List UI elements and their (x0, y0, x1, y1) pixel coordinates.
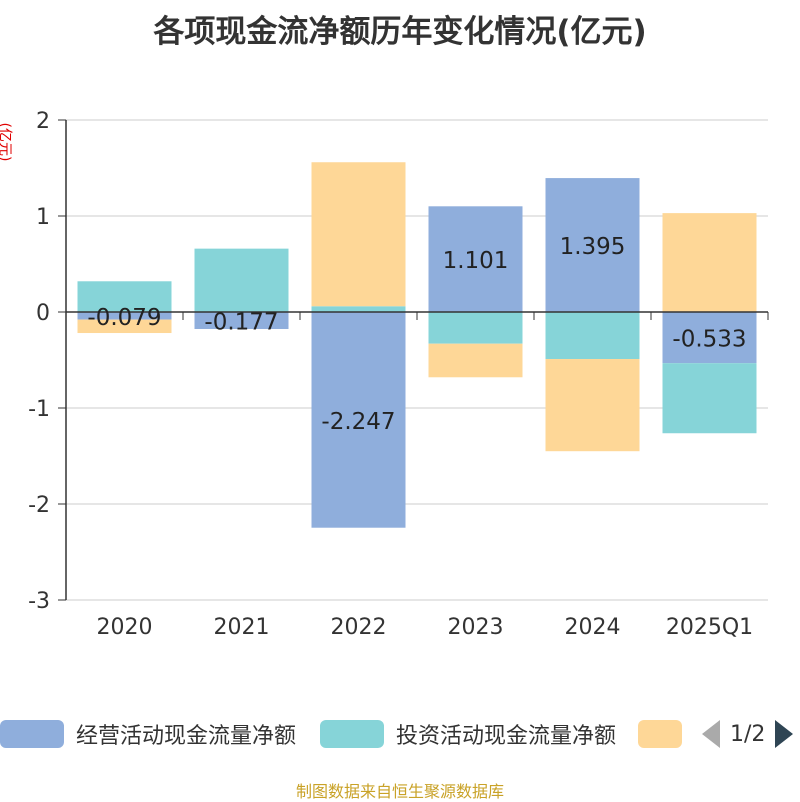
bar-operating-2020[interactable] (77, 312, 172, 320)
bar-operating-2025Q1[interactable] (662, 312, 757, 364)
legend-swatch-operating (0, 720, 64, 748)
legend-item-investing[interactable]: 投资活动现金流量净额 (320, 716, 616, 752)
y-tick-label: 2 (36, 109, 50, 134)
bar-financing-2020[interactable] (77, 319, 172, 334)
legend-page-indicator: 1/2 (730, 721, 766, 747)
x-tick-label: 2025Q1 (666, 615, 753, 640)
next-page-icon[interactable] (775, 720, 794, 748)
data-source-note: 制图数据来自恒生聚源数据库 (295, 782, 504, 801)
grid-lines (66, 119, 768, 601)
bar-investing-2020[interactable] (77, 281, 172, 312)
legend-label-operating: 经营活动现金流量净额 (76, 724, 297, 749)
y-tick-label: 0 (36, 301, 50, 326)
y-tick-label: -2 (28, 493, 50, 518)
bar-operating-2021[interactable] (194, 312, 289, 329)
data-label-operating-2022: -2.247 (321, 409, 395, 435)
x-tick-label: 2024 (565, 615, 621, 640)
bar-investing-2022[interactable] (311, 306, 406, 312)
legend-item-operating[interactable]: 经营活动现金流量净额 (0, 716, 296, 752)
data-label-operating-2025Q1: -0.533 (672, 327, 746, 353)
legend-pager: 1/2 (702, 716, 794, 752)
prev-page-icon[interactable] (702, 720, 720, 748)
bar-financing-2023[interactable] (428, 343, 523, 378)
bar-financing-2024[interactable] (545, 359, 640, 452)
bar-operating-2023[interactable] (428, 206, 523, 312)
legend-swatch-investing (320, 720, 384, 748)
bar-investing-2024[interactable] (545, 312, 640, 360)
y-tick-label: -1 (28, 397, 50, 422)
bars (77, 162, 757, 528)
bar-financing-2025Q1[interactable] (662, 213, 757, 312)
bar-operating-2022[interactable] (311, 312, 406, 528)
data-label-operating-2021: -0.177 (204, 309, 278, 335)
x-tick-label: 2021 (214, 615, 270, 640)
legend: 经营活动现金流量净额 投资活动现金流量净额 1/2 (0, 716, 800, 752)
y-tick-label: -3 (28, 589, 50, 614)
bar-investing-2021[interactable] (194, 248, 289, 312)
bar-operating-2024[interactable] (545, 178, 640, 312)
legend-swatch-financing (638, 720, 682, 748)
data-label-operating-2024: 1.395 (560, 234, 626, 260)
x-tick-label: 2020 (97, 615, 153, 640)
data-label-operating-2020: -0.079 (87, 305, 161, 331)
chart-canvas: 2 1 0 -1 -2 -3 2020 2021 2022 2023 2024 2025Q1 -0.0… (28, 109, 769, 640)
x-tick-label: 2022 (331, 615, 387, 640)
bar-investing-2023[interactable] (428, 312, 523, 344)
bar-investing-2025Q1[interactable] (662, 363, 757, 434)
y-tick-label: 1 (36, 205, 50, 230)
legend-label-investing: 投资活动现金流量净额 (396, 724, 617, 749)
data-label-operating-2023: 1.101 (443, 248, 509, 274)
chart-title: 各项现金流净额历年变化情况(亿元) (153, 14, 647, 50)
legend-item-financing[interactable] (638, 716, 682, 752)
data-labels: -0.079 -0.177 -2.247 1.101 1.395 -0.533 (87, 234, 746, 435)
x-tick-label: 2023 (448, 615, 504, 640)
axes: 2 1 0 -1 -2 -3 2020 2021 2022 2023 2024 2025Q1 (28, 109, 769, 640)
bar-financing-2022[interactable] (311, 162, 406, 307)
